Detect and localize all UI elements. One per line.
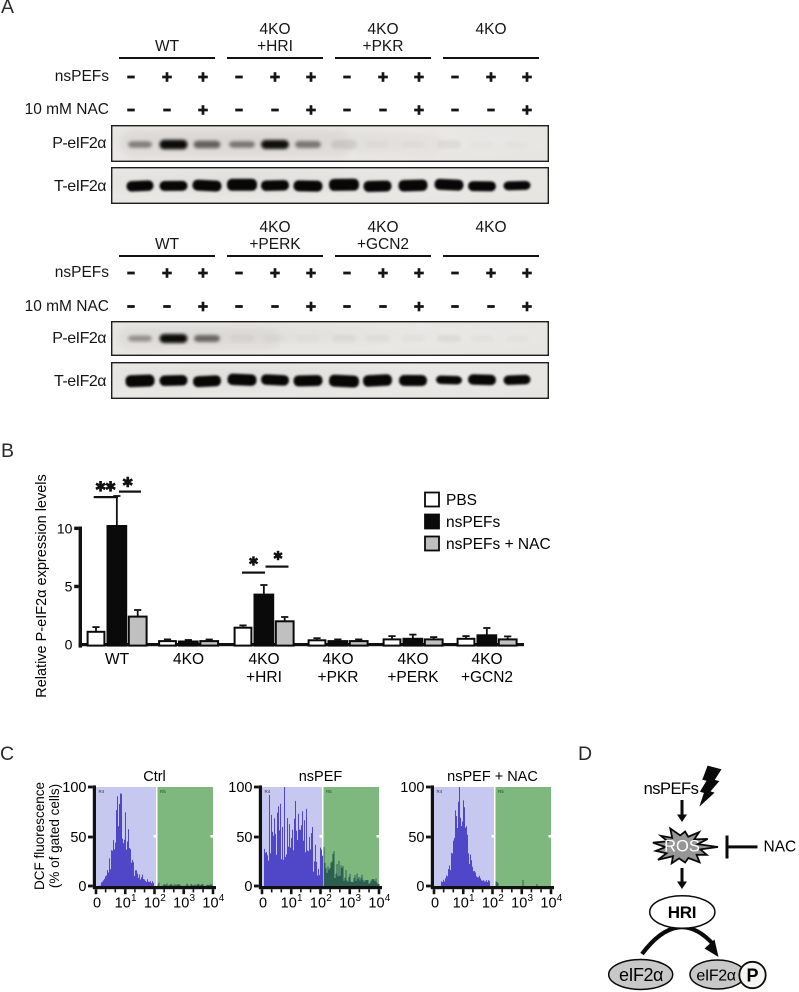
svg-text:10: 10 bbox=[368, 896, 384, 912]
svg-text:P: P bbox=[746, 966, 758, 986]
svg-text:0: 0 bbox=[244, 879, 252, 895]
svg-text:eIF2α: eIF2α bbox=[696, 968, 735, 985]
svg-text:1: 1 bbox=[297, 893, 303, 904]
svg-text:2: 2 bbox=[160, 893, 166, 904]
svg-text:50: 50 bbox=[408, 830, 424, 846]
svg-text:4KO: 4KO bbox=[248, 651, 279, 668]
svg-text:4: 4 bbox=[557, 893, 563, 904]
svg-text:nsPEF + NAC: nsPEF + NAC bbox=[447, 769, 538, 785]
svg-text:10: 10 bbox=[115, 896, 131, 912]
svg-text:+PERK: +PERK bbox=[387, 669, 439, 686]
svg-text:3: 3 bbox=[189, 893, 195, 904]
svg-text:nsPEFs: nsPEFs bbox=[644, 780, 699, 798]
svg-text:100: 100 bbox=[62, 780, 86, 796]
svg-text:DCF fluorescence: DCF fluorescence bbox=[32, 782, 47, 890]
svg-text:100: 100 bbox=[228, 780, 252, 796]
svg-text:WT: WT bbox=[105, 651, 130, 668]
svg-text:50: 50 bbox=[70, 830, 86, 846]
svg-text:R5: R5 bbox=[326, 789, 332, 794]
svg-text:4: 4 bbox=[385, 893, 391, 904]
svg-text:nsPEFs + NAC: nsPEFs + NAC bbox=[446, 536, 551, 553]
svg-text:nsPEF: nsPEF bbox=[299, 769, 343, 785]
svg-text:(% of gated cells): (% of gated cells) bbox=[47, 784, 62, 888]
svg-text:4KO: 4KO bbox=[322, 651, 353, 668]
svg-text:HRI: HRI bbox=[668, 903, 696, 922]
svg-text:10: 10 bbox=[540, 896, 556, 912]
svg-text:R5: R5 bbox=[498, 789, 504, 794]
svg-text:0: 0 bbox=[431, 896, 439, 912]
svg-text:1: 1 bbox=[469, 893, 475, 904]
svg-text:R4: R4 bbox=[437, 789, 443, 794]
svg-text:0: 0 bbox=[416, 879, 424, 895]
svg-text:100: 100 bbox=[400, 780, 424, 796]
svg-text:R4: R4 bbox=[265, 789, 271, 794]
svg-text:50: 50 bbox=[236, 830, 252, 846]
svg-text:+HRI: +HRI bbox=[246, 669, 282, 686]
svg-text:nsPEFs: nsPEFs bbox=[446, 514, 501, 531]
svg-text:R5: R5 bbox=[160, 789, 166, 794]
svg-text:NAC: NAC bbox=[764, 839, 797, 856]
svg-text:3: 3 bbox=[527, 893, 533, 904]
svg-text:10: 10 bbox=[511, 896, 527, 912]
svg-text:R4: R4 bbox=[99, 789, 105, 794]
svg-text:0: 0 bbox=[65, 637, 73, 653]
svg-text:4KO: 4KO bbox=[397, 651, 428, 668]
svg-text:10: 10 bbox=[453, 896, 469, 912]
svg-text:10: 10 bbox=[339, 896, 355, 912]
svg-text:eIF2α: eIF2α bbox=[619, 965, 663, 985]
svg-text:PBS: PBS bbox=[446, 492, 477, 509]
svg-text:5: 5 bbox=[65, 578, 73, 594]
svg-text:ROS: ROS bbox=[664, 838, 700, 856]
svg-text:0: 0 bbox=[93, 896, 101, 912]
svg-text:4KO: 4KO bbox=[173, 651, 204, 668]
svg-text:4KO: 4KO bbox=[471, 651, 502, 668]
svg-text:+GCN2: +GCN2 bbox=[461, 669, 513, 686]
svg-text:10: 10 bbox=[281, 896, 297, 912]
svg-text:10: 10 bbox=[57, 520, 73, 536]
svg-text:10: 10 bbox=[482, 896, 498, 912]
svg-text:10: 10 bbox=[144, 896, 160, 912]
svg-text:10: 10 bbox=[310, 896, 326, 912]
svg-text:10: 10 bbox=[173, 896, 189, 912]
svg-text:1: 1 bbox=[131, 893, 137, 904]
svg-text:3: 3 bbox=[355, 893, 361, 904]
svg-text:Ctrl: Ctrl bbox=[143, 769, 166, 785]
svg-text:2: 2 bbox=[498, 893, 504, 904]
svg-text:0: 0 bbox=[78, 879, 86, 895]
svg-text:4: 4 bbox=[219, 893, 225, 904]
svg-text:Relative P-eIF2α expression le: Relative P-eIF2α expression levels bbox=[34, 474, 50, 698]
svg-text:0: 0 bbox=[259, 896, 267, 912]
svg-text:+PKR: +PKR bbox=[318, 669, 359, 686]
svg-text:2: 2 bbox=[326, 893, 332, 904]
svg-text:10: 10 bbox=[202, 896, 218, 912]
